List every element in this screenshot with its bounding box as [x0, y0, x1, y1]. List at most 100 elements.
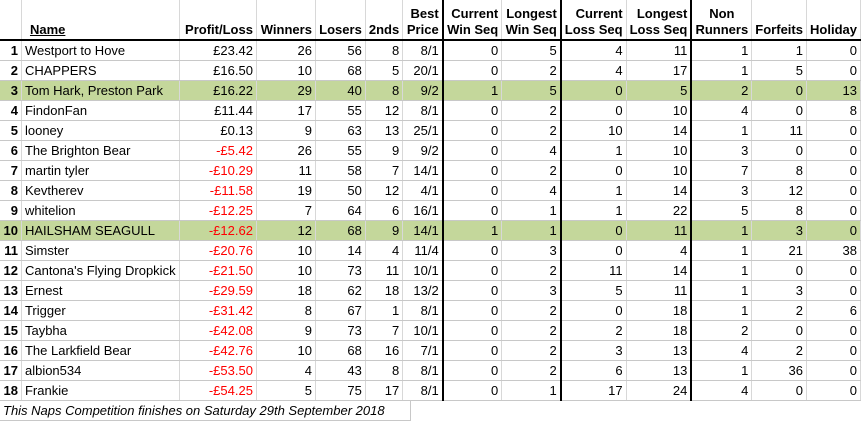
longest-win-seq-cell: 1 — [501, 380, 562, 401]
current-loss-seq-cell: 5 — [559, 280, 627, 301]
forfeits-cell: 36 — [751, 360, 807, 381]
longest-win-seq-cell: 5 — [501, 80, 562, 101]
losers-cell: 43 — [315, 360, 366, 381]
winners-cell: 12 — [256, 220, 316, 241]
forfeits-cell: 0 — [751, 380, 807, 401]
seconds-cell: 8 — [365, 80, 404, 101]
non-runners-cell: 3 — [690, 140, 753, 161]
losers-cell: 64 — [315, 200, 366, 221]
seconds-cell: 7 — [365, 320, 404, 341]
losers-cell: 68 — [315, 60, 366, 81]
seconds-cell: 13 — [365, 120, 404, 141]
table-row: 5 looney £0.13 9 63 13 25/1 0 2 10 14 1 11 0 — [0, 120, 861, 141]
current-win-seq-cell: 0 — [441, 100, 503, 121]
losers-cell: 68 — [315, 220, 366, 241]
current-win-seq-cell: 0 — [441, 280, 503, 301]
forfeits-cell: 0 — [751, 320, 807, 341]
holiday-cell: 13 — [806, 80, 861, 101]
current-win-seq-cell: 0 — [441, 340, 503, 361]
longest-loss-seq-cell: 18 — [626, 320, 692, 341]
holiday-cell: 38 — [806, 240, 861, 261]
profit-loss-cell: £16.22 — [179, 80, 257, 101]
header-forfeits: Forfeits — [751, 0, 807, 41]
best-price-cell: 7/1 — [402, 340, 444, 361]
longest-win-seq-cell: 1 — [501, 200, 562, 221]
seconds-cell: 18 — [365, 280, 404, 301]
header-longest-loss-seq: Longest Loss Seq — [626, 0, 692, 41]
seconds-cell: 9 — [365, 220, 404, 241]
winners-cell: 10 — [256, 240, 316, 261]
header-best-price: Best Price — [402, 0, 444, 41]
longest-loss-seq-cell: 5 — [626, 80, 692, 101]
profit-loss-cell: -£5.42 — [179, 140, 257, 161]
non-runners-cell: 1 — [690, 240, 753, 261]
non-runners-cell: 1 — [690, 220, 753, 241]
forfeits-cell: 12 — [751, 180, 807, 201]
best-price-cell: 16/1 — [402, 200, 444, 221]
losers-cell: 50 — [315, 180, 366, 201]
non-runners-cell: 2 — [690, 80, 753, 101]
table-row: 7 martin tyler -£10.29 11 58 7 14/1 0 2 0 10 7 8 0 — [0, 160, 861, 181]
longest-win-seq-cell: 2 — [501, 340, 562, 361]
header-profit-loss: Profit/Loss — [179, 0, 257, 41]
rank-cell: 8 — [0, 180, 22, 201]
rank-cell: 10 — [0, 220, 22, 241]
longest-loss-seq-cell: 14 — [626, 180, 692, 201]
best-price-cell: 10/1 — [402, 260, 444, 281]
current-loss-seq-cell: 2 — [559, 320, 627, 341]
name-cell: looney — [21, 120, 181, 141]
current-loss-seq-cell: 0 — [559, 220, 627, 241]
seconds-cell: 4 — [365, 240, 404, 261]
current-win-seq-cell: 0 — [441, 260, 503, 281]
current-win-seq-cell: 0 — [441, 160, 503, 181]
non-runners-cell: 4 — [690, 380, 753, 401]
best-price-cell: 8/1 — [402, 300, 444, 321]
best-price-cell: 8/1 — [402, 100, 444, 121]
non-runners-cell: 1 — [690, 360, 753, 381]
seconds-cell: 17 — [365, 380, 404, 401]
longest-win-seq-cell: 4 — [501, 140, 562, 161]
non-runners-cell: 7 — [690, 160, 753, 181]
seconds-cell: 12 — [365, 180, 404, 201]
winners-cell: 17 — [256, 100, 316, 121]
current-loss-seq-cell: 10 — [559, 120, 627, 141]
best-price-cell: 13/2 — [402, 280, 444, 301]
name-cell: Trigger — [21, 300, 181, 321]
best-price-cell: 8/1 — [402, 40, 444, 61]
current-win-seq-cell: 0 — [441, 60, 503, 81]
forfeits-cell: 3 — [751, 280, 807, 301]
winners-cell: 9 — [256, 320, 316, 341]
name-cell: Westport to Hove — [21, 40, 181, 61]
seconds-cell: 7 — [365, 160, 404, 181]
non-runners-cell: 1 — [690, 40, 753, 61]
profit-loss-cell: -£54.25 — [179, 380, 257, 401]
table-row: 11 Simster -£20.76 10 14 4 11/4 0 3 0 4 1 21 38 — [0, 240, 861, 261]
table-row: 12 Cantona's Flying Dropkick -£21.50 10 73 11… — [0, 260, 861, 281]
holiday-cell: 0 — [806, 120, 861, 141]
losers-cell: 58 — [315, 160, 366, 181]
longest-loss-seq-cell: 22 — [626, 200, 692, 221]
rank-cell: 17 — [0, 360, 22, 381]
current-win-seq-cell: 1 — [441, 80, 503, 101]
losers-cell: 75 — [315, 380, 366, 401]
profit-loss-cell: -£12.25 — [179, 200, 257, 221]
winners-cell: 10 — [256, 60, 316, 81]
seconds-cell: 6 — [365, 200, 404, 221]
current-win-seq-cell: 0 — [441, 40, 503, 61]
winners-cell: 10 — [256, 340, 316, 361]
table-row: 13 Ernest -£29.59 18 62 18 13/2 0 3 5 11 1 3 0 — [0, 280, 861, 301]
winners-cell: 29 — [256, 80, 316, 101]
table-row: 8 Kevtherev -£11.58 19 50 12 4/1 0 4 1 14 3 12 0 — [0, 180, 861, 201]
non-runners-cell: 1 — [690, 300, 753, 321]
non-runners-cell: 4 — [690, 340, 753, 361]
longest-win-seq-cell: 2 — [501, 160, 562, 181]
winners-cell: 8 — [256, 300, 316, 321]
winners-cell: 11 — [256, 160, 316, 181]
current-win-seq-cell: 0 — [441, 120, 503, 141]
forfeits-cell: 2 — [751, 340, 807, 361]
longest-loss-seq-cell: 10 — [626, 160, 692, 181]
forfeits-cell: 1 — [751, 40, 807, 61]
current-loss-seq-cell: 1 — [559, 200, 627, 221]
non-runners-cell: 5 — [690, 200, 753, 221]
rank-cell: 18 — [0, 380, 22, 401]
